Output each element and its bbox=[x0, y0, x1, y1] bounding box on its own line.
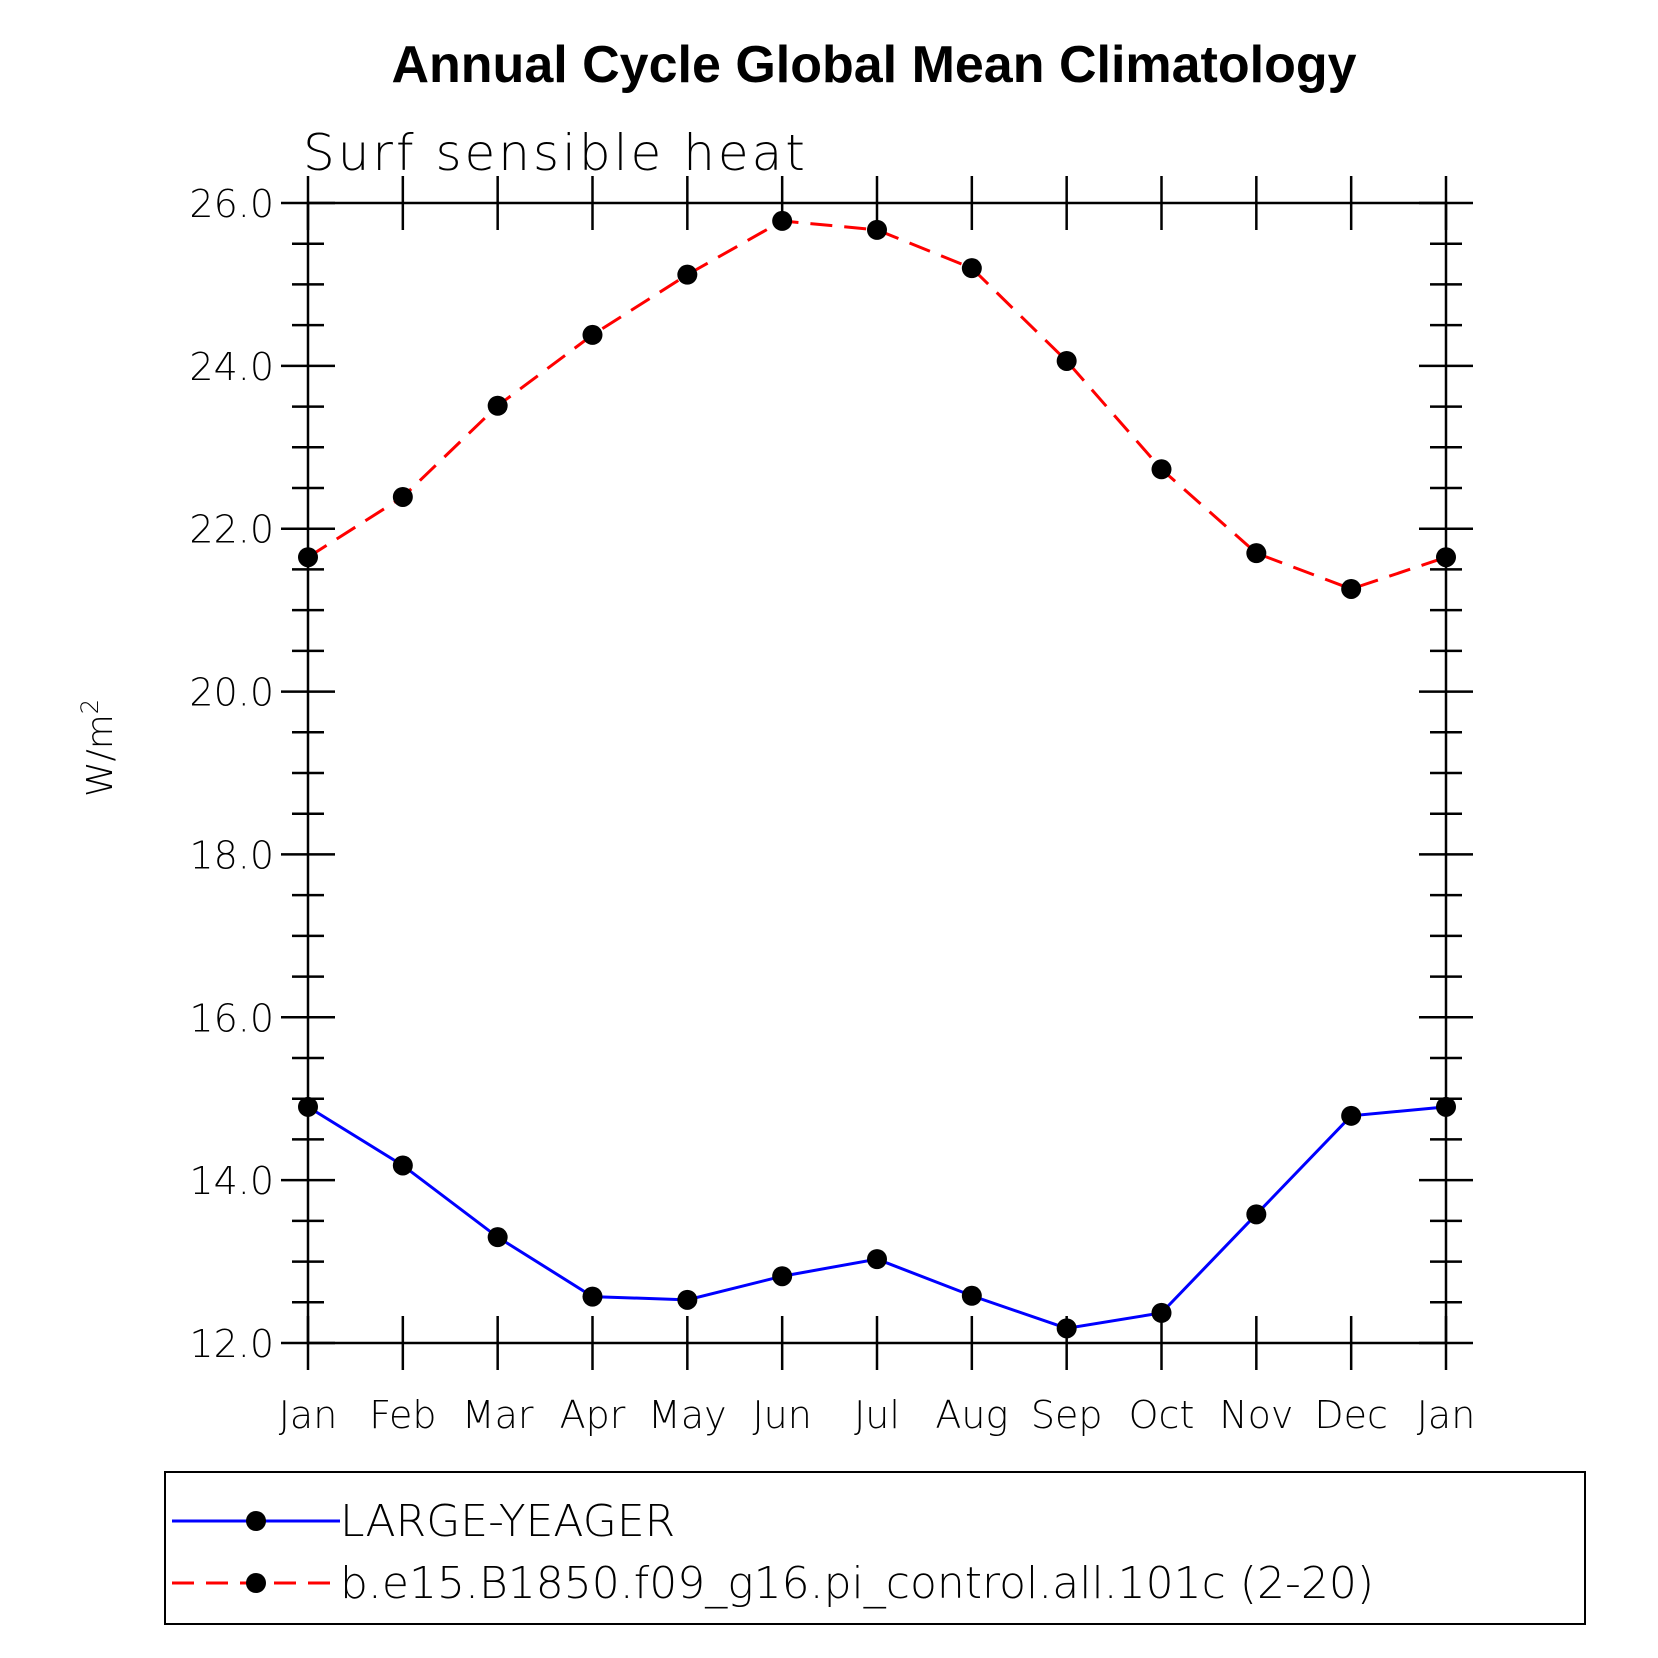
legend-label-0: LARGE-YEAGER bbox=[340, 1496, 675, 1547]
x-tick-label: Aug bbox=[935, 1393, 1008, 1437]
x-tick-label: Jul bbox=[854, 1393, 900, 1437]
data-point-1 bbox=[961, 258, 982, 279]
legend-items: LARGE-YEAGER b.e15.B1850.f09_g16.pi_contr… bbox=[172, 1496, 1374, 1609]
x-tick-label: Sep bbox=[1031, 1393, 1103, 1437]
x-tick-label: Oct bbox=[1129, 1393, 1195, 1437]
data-point-1 bbox=[1151, 459, 1172, 480]
plot-axes bbox=[281, 176, 1473, 1370]
chart-subtitle: Surf sensible heat bbox=[303, 124, 808, 182]
data-point-1 bbox=[1056, 350, 1077, 371]
y-tick-label: 20.0 bbox=[189, 671, 274, 715]
y-tick-label: 14.0 bbox=[189, 1159, 274, 1203]
data-point-1 bbox=[298, 547, 318, 568]
x-tick-label: Nov bbox=[1219, 1393, 1293, 1437]
data-point-0 bbox=[1341, 1105, 1362, 1126]
svg-text:W/m2: W/m2 bbox=[76, 699, 121, 797]
y-tick-label: 18.0 bbox=[189, 833, 274, 877]
data-point-1 bbox=[1341, 578, 1362, 599]
data-point-0 bbox=[677, 1289, 698, 1310]
legend-marker-0 bbox=[246, 1511, 266, 1531]
y-axis-label-group: W/m2 bbox=[76, 699, 121, 797]
data-point-0 bbox=[487, 1227, 508, 1248]
series-line-1 bbox=[307, 219, 1447, 591]
data-point-1 bbox=[867, 219, 887, 240]
data-point-0 bbox=[1436, 1096, 1456, 1117]
series-lines bbox=[307, 219, 1447, 1330]
x-tick-label: Apr bbox=[560, 1393, 626, 1437]
y-axis-label: W/m bbox=[80, 714, 121, 797]
series-line-0 bbox=[307, 1105, 1447, 1330]
x-tick-label: Jan bbox=[1417, 1393, 1476, 1437]
data-point-0 bbox=[1151, 1302, 1172, 1323]
data-point-0 bbox=[298, 1096, 318, 1117]
data-point-1 bbox=[392, 486, 413, 507]
data-point-1 bbox=[1246, 543, 1267, 564]
chart-title: Annual Cycle Global Mean Climatology bbox=[391, 36, 1356, 94]
legend: LARGE-YEAGER b.e15.B1850.f09_g16.pi_contr… bbox=[164, 1471, 1586, 1625]
y-tick-label: 22.0 bbox=[189, 508, 274, 552]
data-point-1 bbox=[677, 264, 698, 285]
x-tick-label: Jan bbox=[279, 1393, 338, 1437]
series-markers bbox=[298, 210, 1456, 1339]
data-point-0 bbox=[961, 1285, 982, 1306]
data-point-0 bbox=[1246, 1204, 1267, 1225]
data-point-1 bbox=[1436, 547, 1456, 568]
x-tick-label: Jun bbox=[752, 1393, 811, 1437]
data-point-0 bbox=[392, 1155, 413, 1176]
data-point-0 bbox=[772, 1266, 793, 1287]
y-tick-label: 26.0 bbox=[189, 182, 274, 226]
y-tick-label: 16.0 bbox=[189, 996, 274, 1040]
data-point-1 bbox=[582, 324, 603, 345]
tick-labels: 12.0 14.0 16.0 18.0 20.0 22.0 24.0 26.0 Jan Feb Ma… bbox=[189, 182, 1475, 1437]
data-point-1 bbox=[487, 395, 508, 416]
plot-frame bbox=[306, 201, 1448, 1345]
y-axis-label-superscript: 2 bbox=[76, 699, 104, 714]
x-tick-label: Dec bbox=[1314, 1393, 1388, 1437]
x-tick-label: Feb bbox=[369, 1393, 436, 1437]
y-tick-label: 12.0 bbox=[189, 1322, 274, 1366]
data-point-0 bbox=[582, 1286, 603, 1307]
x-tick-label: Mar bbox=[462, 1393, 534, 1437]
y-tick-label: 24.0 bbox=[189, 345, 274, 389]
legend-marker-1 bbox=[246, 1573, 266, 1593]
x-tick-label: May bbox=[648, 1393, 727, 1437]
data-point-0 bbox=[1056, 1318, 1077, 1339]
legend-label-1: b.e15.B1850.f09_g16.pi_control.all.101c … bbox=[340, 1558, 1374, 1609]
legend-box bbox=[164, 1471, 1586, 1625]
data-point-1 bbox=[772, 210, 793, 231]
data-point-0 bbox=[867, 1249, 887, 1270]
